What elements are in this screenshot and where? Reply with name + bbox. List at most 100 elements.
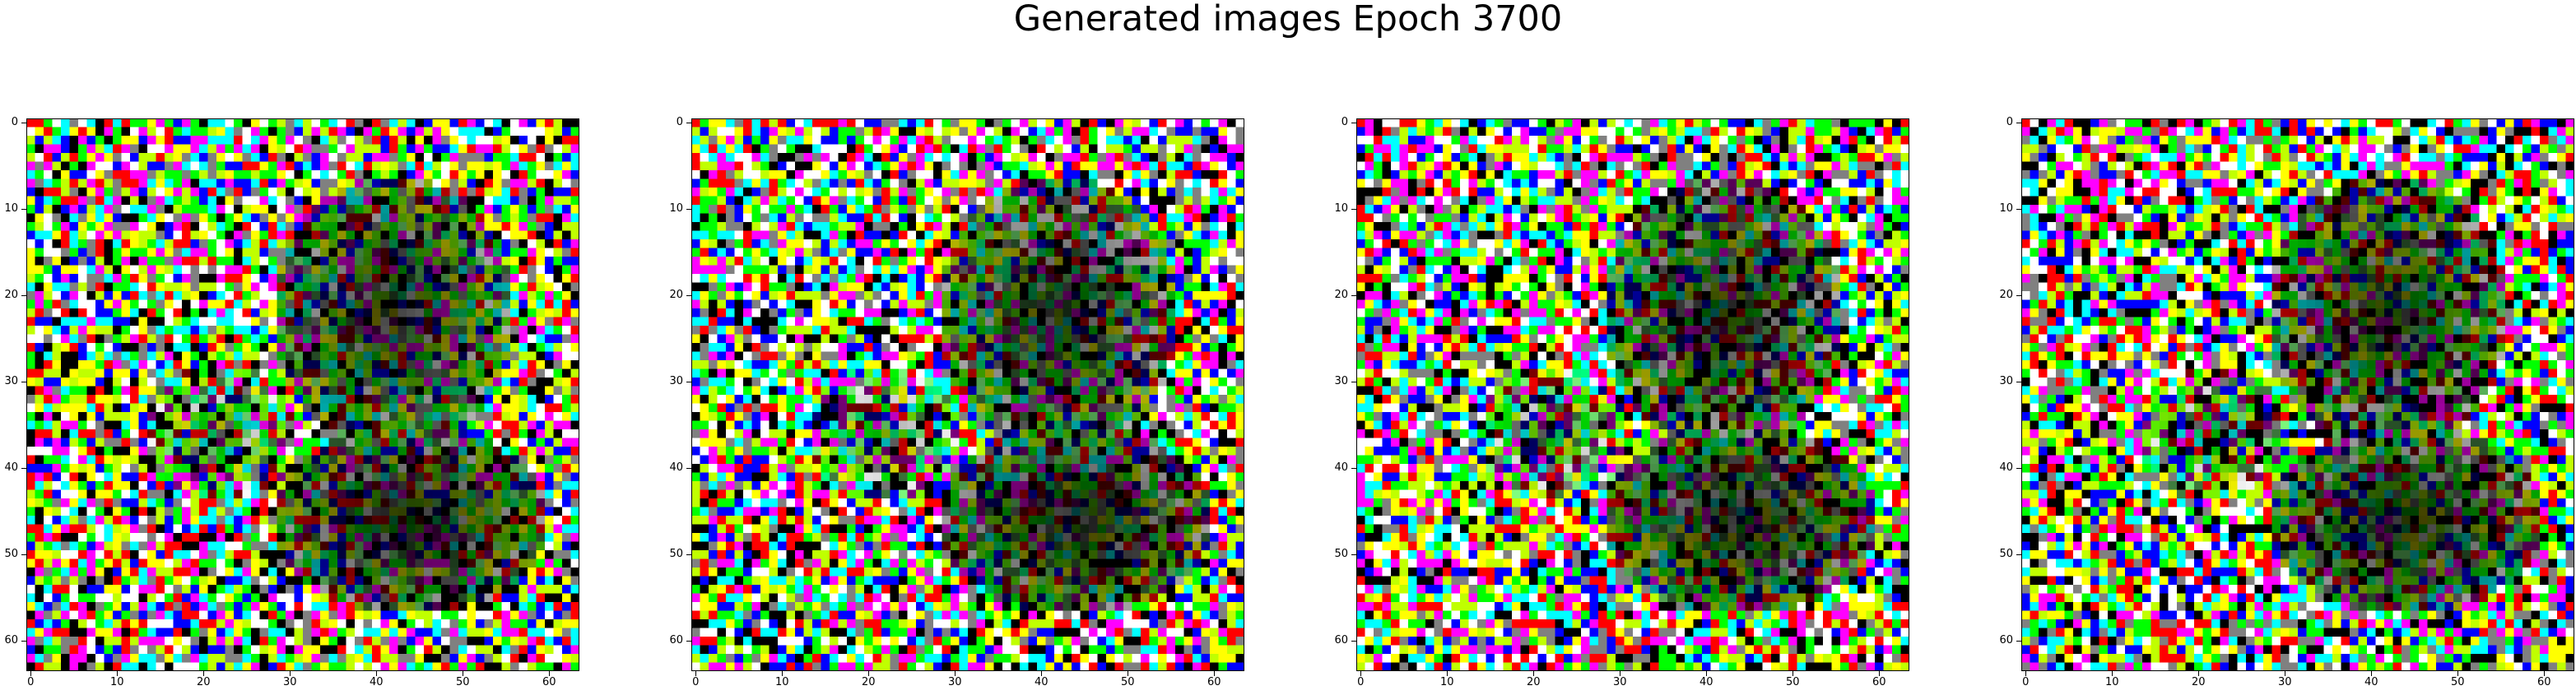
x-tick-label: 40	[1034, 676, 1049, 688]
y-tick-label: 30	[4, 375, 18, 388]
x-tick-label: 0	[27, 676, 35, 688]
x-tick-mark	[116, 671, 118, 676]
y-tick-label: 0	[2006, 116, 2013, 129]
y-tick-label: 10	[4, 202, 18, 215]
y-tick-mark	[1351, 294, 1356, 296]
y-tick-mark	[1351, 640, 1356, 642]
y-tick-label: 40	[1999, 461, 2013, 475]
x-tick-mark	[695, 671, 696, 676]
x-tick-label: 0	[692, 676, 700, 688]
image-pixels	[1356, 118, 1909, 671]
x-tick-label: 60	[542, 676, 556, 688]
x-tick-label: 40	[369, 676, 384, 688]
x-tick-mark	[1705, 671, 1707, 676]
y-tick-label: 10	[669, 202, 683, 215]
image-pixels	[2021, 118, 2574, 671]
y-tick-mark	[1351, 208, 1356, 210]
y-tick-mark	[1351, 467, 1356, 469]
x-tick-mark	[1532, 671, 1534, 676]
x-tick-mark	[2457, 671, 2458, 676]
x-tick-label: 10	[1439, 676, 1454, 688]
x-tick-label: 20	[196, 676, 211, 688]
y-tick-label: 50	[669, 548, 683, 561]
y-tick-label: 10	[1334, 202, 1348, 215]
y-tick-label: 0	[676, 116, 683, 129]
x-tick-label: 10	[2104, 676, 2119, 688]
x-tick-label: 40	[2364, 676, 2378, 688]
x-tick-label: 50	[455, 676, 470, 688]
x-tick-label: 60	[1872, 676, 1886, 688]
y-tick-mark	[686, 294, 691, 296]
x-tick-mark	[954, 671, 956, 676]
x-tick-mark	[289, 671, 291, 676]
image-pixels	[691, 118, 1244, 671]
x-tick-mark	[2197, 671, 2199, 676]
x-tick-mark	[867, 671, 869, 676]
y-tick-mark	[2016, 294, 2021, 296]
y-tick-label: 50	[4, 548, 18, 561]
y-tick-mark	[1351, 554, 1356, 555]
x-tick-label: 30	[947, 676, 962, 688]
x-tick-label: 60	[2536, 676, 2551, 688]
y-tick-label: 0	[11, 116, 18, 129]
x-tick-label: 20	[861, 676, 876, 688]
x-tick-label: 10	[109, 676, 124, 688]
y-tick-label: 30	[669, 375, 683, 388]
y-tick-mark	[2016, 208, 2021, 210]
x-tick-mark	[2370, 671, 2372, 676]
generated-image-3: 0 10 20 30 40 50 60 0 10 20 30 40 50 60	[1333, 117, 1909, 688]
y-tick-mark	[21, 467, 26, 469]
y-tick-label: 30	[1334, 375, 1348, 388]
y-tick-mark	[2016, 554, 2021, 555]
x-tick-mark	[30, 671, 31, 676]
y-tick-mark	[21, 640, 26, 642]
x-tick-label: 50	[2450, 676, 2465, 688]
x-tick-mark	[1213, 671, 1215, 676]
y-tick-mark	[2016, 467, 2021, 469]
x-tick-label: 0	[2022, 676, 2030, 688]
y-tick-mark	[686, 467, 691, 469]
generated-image-1: 0 10 20 30 40 50 60 0 10 20 30 40 50 60	[3, 116, 579, 688]
generated-image-2: 0 10 20 30 40 50 60 0 10 20 30 40 50 60	[668, 117, 1244, 688]
x-tick-mark	[1446, 671, 1448, 676]
y-tick-label: 60	[669, 634, 683, 647]
x-tick-label: 40	[1699, 676, 1713, 688]
x-tick-mark	[781, 671, 783, 676]
y-tick-mark	[686, 640, 691, 642]
y-tick-label: 20	[1999, 289, 2013, 302]
y-tick-label: 0	[1341, 116, 1348, 129]
y-tick-label: 50	[1999, 548, 2013, 561]
x-tick-label: 30	[282, 676, 297, 688]
x-tick-label: 10	[774, 676, 789, 688]
x-tick-mark	[1360, 671, 1361, 676]
y-tick-label: 20	[669, 289, 683, 302]
y-tick-label: 20	[4, 289, 18, 302]
x-tick-label: 30	[2277, 676, 2292, 688]
y-tick-mark	[686, 554, 691, 555]
y-tick-mark	[21, 294, 26, 296]
y-tick-label: 30	[1999, 375, 2013, 388]
x-tick-mark	[375, 671, 377, 676]
y-tick-label: 50	[1334, 548, 1348, 561]
x-tick-mark	[2111, 671, 2113, 676]
y-tick-label: 60	[1334, 634, 1348, 647]
x-tick-label: 50	[1120, 676, 1135, 688]
x-tick-label: 20	[2191, 676, 2206, 688]
x-tick-label: 50	[1785, 676, 1800, 688]
y-tick-label: 60	[1999, 634, 2013, 647]
x-tick-label: 60	[1207, 676, 1221, 688]
x-tick-mark	[1878, 671, 1880, 676]
x-tick-label: 20	[1526, 676, 1541, 688]
y-tick-label: 20	[1334, 289, 1348, 302]
x-tick-mark	[2025, 671, 2026, 676]
y-tick-mark	[21, 554, 26, 555]
x-tick-mark	[202, 671, 204, 676]
y-tick-mark	[686, 208, 691, 210]
x-tick-mark	[1040, 671, 1042, 676]
image-pixels	[26, 118, 579, 671]
y-tick-label: 40	[4, 461, 18, 475]
y-tick-mark	[21, 208, 26, 210]
generated-image-4: 0 10 20 30 40 50 60 0 10 20 30 40 50 60	[1998, 117, 2574, 688]
figure-title: Generated images Epoch 3700	[1013, 0, 1563, 39]
x-tick-label: 0	[1357, 676, 1365, 688]
